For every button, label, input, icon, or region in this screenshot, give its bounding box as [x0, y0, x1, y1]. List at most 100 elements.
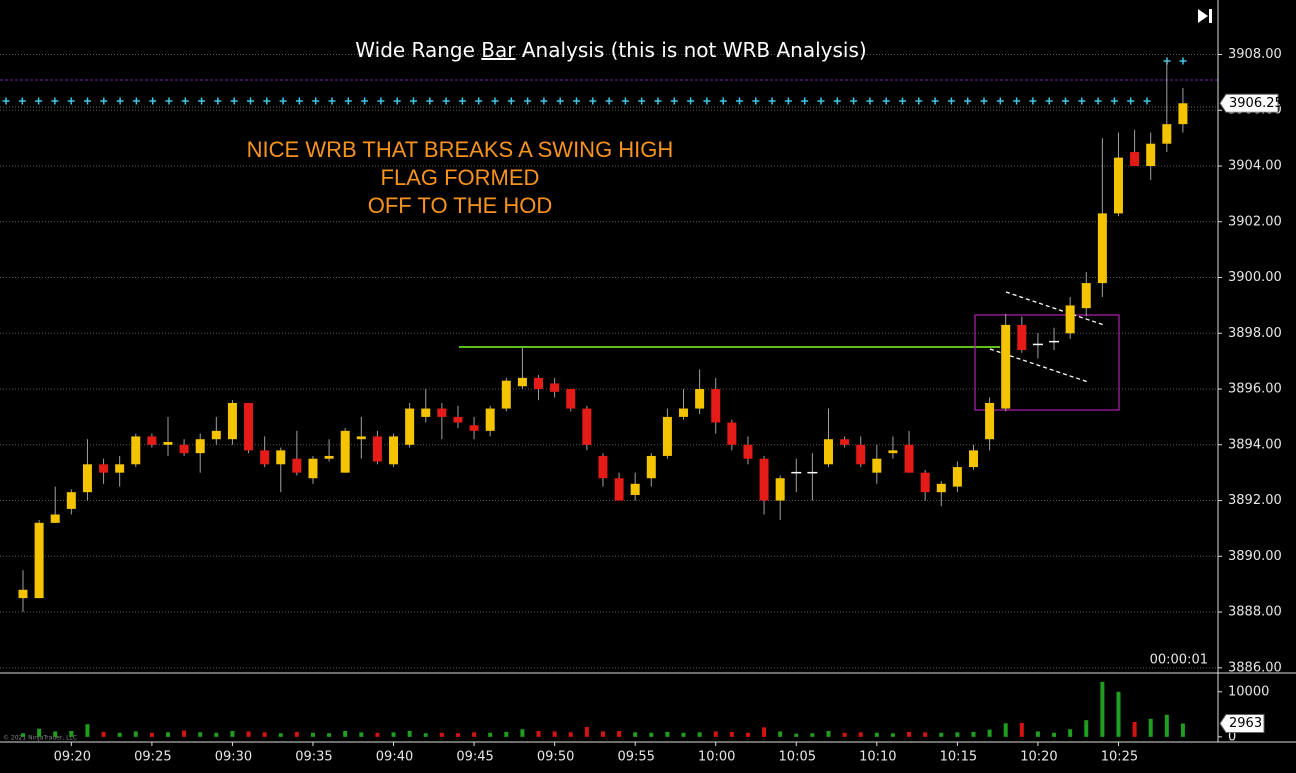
nav-arrow[interactable] [1198, 9, 1208, 23]
plus [410, 97, 417, 105]
volume-bar [117, 732, 122, 737]
volume-bar [1068, 729, 1073, 737]
candle-body [582, 408, 592, 445]
candle-body [469, 425, 479, 431]
plus [328, 97, 336, 105]
candle-body [501, 380, 511, 409]
plus [703, 97, 711, 105]
plus [181, 97, 189, 105]
volume-bar [262, 732, 267, 737]
candle-body [985, 402, 995, 440]
candle-body [1113, 157, 1123, 214]
volume-bar [858, 732, 863, 737]
plus [35, 97, 43, 105]
plus [312, 97, 320, 105]
candle-body [872, 458, 882, 473]
y-tick-label: 3898.00 [1228, 326, 1282, 341]
volume-bar [407, 730, 412, 737]
candle-body [195, 439, 205, 454]
volume-bar [472, 732, 477, 737]
volume-bar [149, 732, 154, 737]
nav-bar[interactable] [1209, 9, 1212, 23]
volume-bar [584, 726, 589, 737]
chart-title: Wide Range Bar Analysis (this is not WRB… [355, 38, 866, 62]
y-tick-label: 3886.00 [1228, 660, 1282, 675]
plus [67, 97, 75, 105]
nav-icon[interactable] [1198, 9, 1212, 23]
flag-box [974, 314, 1120, 411]
candle-body [743, 444, 753, 459]
volume-bar [665, 731, 670, 737]
volume-bar [488, 732, 493, 737]
volume-bar [1003, 723, 1008, 737]
candle-body [211, 430, 221, 440]
volume-bar [1052, 732, 1057, 737]
candle-body [421, 408, 431, 417]
candle-body [824, 439, 833, 465]
copyright: © 2021 NinjaTrader, LLC [3, 735, 77, 742]
volume-bar [198, 732, 203, 737]
candle-body [179, 444, 189, 454]
plus [51, 97, 59, 105]
x-tick-label: 09:35 [295, 750, 332, 765]
candle-body [389, 436, 399, 465]
candle-body [936, 483, 946, 493]
plus [524, 97, 532, 105]
volume-bar [455, 733, 460, 737]
plus [719, 97, 727, 105]
volume-bar [246, 731, 251, 737]
plus [1045, 97, 1053, 105]
plus [84, 97, 91, 105]
x-tick-label: 10:15 [940, 750, 977, 765]
volume-bar [37, 728, 42, 737]
candle-body [453, 416, 463, 423]
candle-body [82, 464, 92, 493]
volume-bar [1019, 722, 1024, 737]
volume-bar [681, 732, 686, 737]
plus [100, 97, 108, 105]
plus [638, 97, 646, 105]
candle-body [308, 458, 318, 479]
candle-body [952, 467, 962, 487]
plus [784, 97, 792, 105]
plus [377, 97, 385, 105]
y-tick-label: 3904.00 [1228, 159, 1282, 174]
candle-body [775, 478, 785, 501]
y-tick-label: 3888.00 [1228, 605, 1282, 620]
candle-body [679, 408, 689, 417]
value-tag-label: 3906.25 [1229, 96, 1283, 111]
volume-bar [391, 732, 396, 737]
plus [1110, 97, 1118, 105]
candle-body [1017, 324, 1027, 350]
plus [132, 97, 140, 105]
plus [817, 97, 825, 105]
plus [540, 97, 548, 105]
plus [116, 97, 124, 105]
volume-bar [939, 732, 944, 737]
plus [1013, 97, 1021, 105]
candle-body [662, 416, 672, 456]
volume-bar [697, 732, 702, 737]
plus [1127, 97, 1135, 105]
plus [279, 97, 287, 105]
plus [198, 97, 206, 105]
plus [801, 97, 809, 105]
plus [768, 97, 776, 105]
candle-body [646, 455, 656, 479]
volume-bar [600, 731, 605, 737]
volume-bar [987, 729, 992, 737]
x-tick-label: 09:30 [215, 750, 252, 765]
plus [18, 97, 26, 105]
plus [491, 97, 499, 105]
y-tick-label: 3892.00 [1228, 493, 1282, 508]
plus [589, 97, 597, 105]
volume-bar [359, 732, 364, 737]
x-tick-label: 09:45 [456, 750, 493, 765]
plus [996, 97, 1004, 105]
candle-body [566, 389, 576, 409]
plus [621, 97, 629, 105]
x-tick-label: 09:40 [376, 750, 413, 765]
y-tick-label: 0 [1228, 729, 1236, 744]
x-tick-label: 10:25 [1101, 750, 1138, 765]
